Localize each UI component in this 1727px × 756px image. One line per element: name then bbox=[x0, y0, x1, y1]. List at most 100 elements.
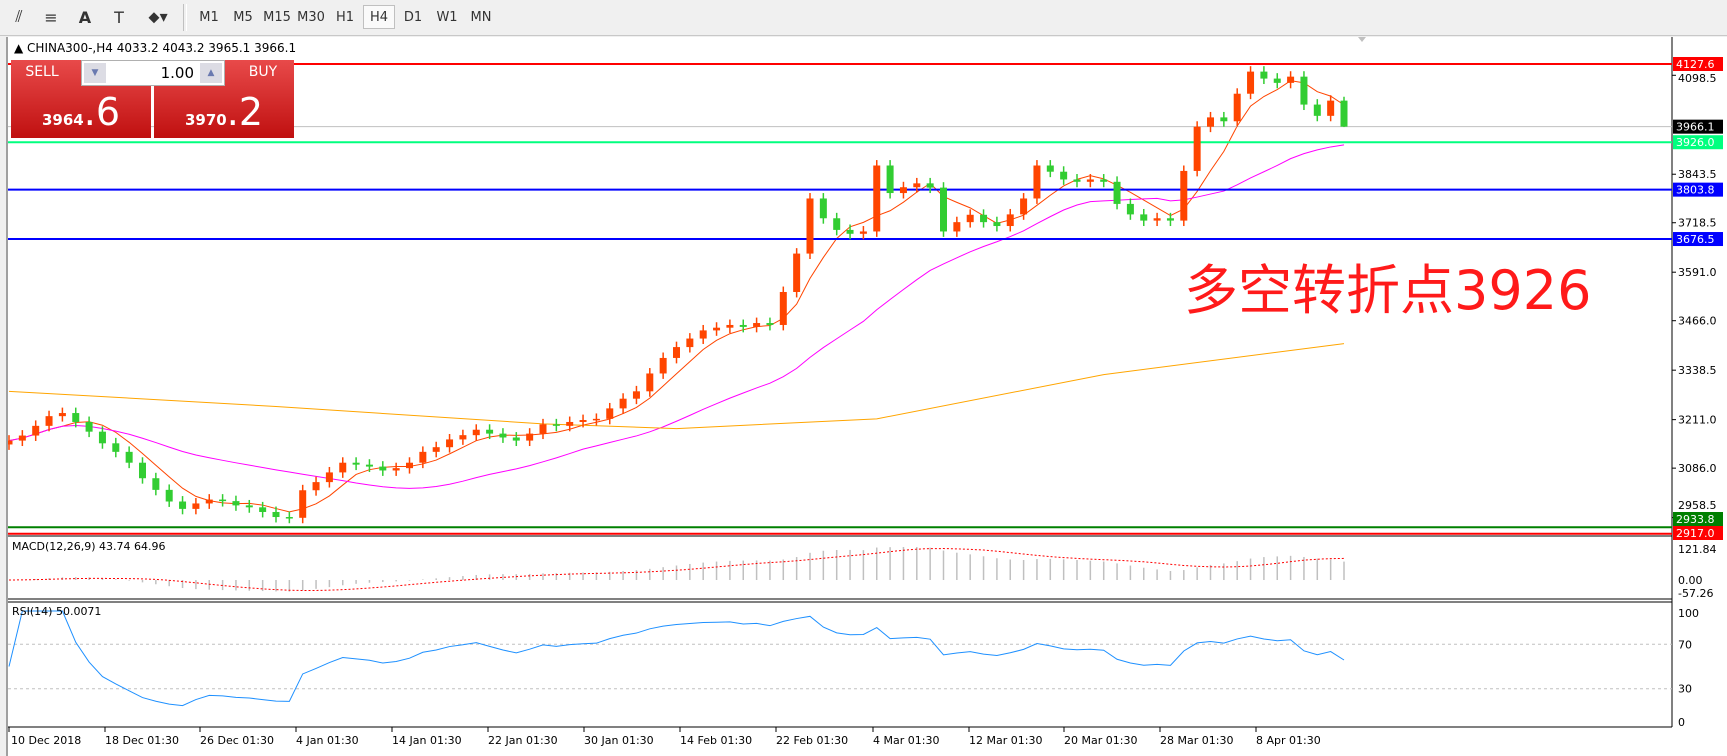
timeframe-m15-button[interactable]: M15 bbox=[263, 9, 291, 25]
candle bbox=[299, 484, 307, 524]
candle-body bbox=[1126, 203, 1134, 215]
timeframe-h1-button[interactable]: H1 bbox=[335, 9, 355, 25]
level-label-bg bbox=[1673, 182, 1723, 197]
candle bbox=[606, 402, 614, 425]
candle bbox=[993, 216, 1001, 232]
candle bbox=[592, 413, 600, 426]
candle-body bbox=[325, 472, 333, 483]
candle bbox=[139, 457, 146, 484]
candle-body bbox=[1166, 218, 1174, 221]
candle-body bbox=[472, 429, 480, 436]
x-tick-label: 14 Feb 01:30 bbox=[680, 734, 752, 747]
candle-body bbox=[1193, 126, 1201, 171]
candle bbox=[1273, 73, 1281, 89]
candle-body bbox=[245, 505, 253, 508]
candle-body bbox=[726, 324, 734, 328]
medium-ma-line bbox=[8, 144, 1345, 489]
candle bbox=[1073, 174, 1081, 188]
candle bbox=[779, 286, 787, 331]
lot-value[interactable]: 1.00 bbox=[160, 64, 194, 82]
candle bbox=[1180, 165, 1188, 227]
candle bbox=[165, 484, 173, 507]
chart-window[interactable]: 4127.6 4098.5 3966.1 3926.0 3843.5 3803.8 3718… bbox=[6, 37, 1727, 756]
candle bbox=[58, 407, 66, 422]
candle-body bbox=[446, 439, 454, 448]
candle-body bbox=[8, 440, 13, 445]
y-tick-label: 3466.0 bbox=[1678, 315, 1717, 328]
candle-body bbox=[1273, 78, 1281, 83]
candle-body bbox=[966, 214, 974, 223]
candle-body bbox=[1046, 165, 1054, 172]
timeframe-m1-button[interactable]: M1 bbox=[199, 9, 219, 25]
timeframe-mn-button[interactable]: MN bbox=[470, 9, 492, 25]
lot-size-input[interactable]: ▼ 1.00 ▲ bbox=[81, 60, 225, 86]
x-tick-label: 18 Dec 01:30 bbox=[105, 734, 179, 747]
candle bbox=[1126, 198, 1134, 220]
text-icon[interactable]: A bbox=[78, 7, 92, 27]
fast-ma-line bbox=[8, 80, 1345, 513]
candle bbox=[646, 368, 654, 397]
lot-increase-icon[interactable]: ▲ bbox=[200, 63, 222, 83]
candle-body bbox=[1247, 71, 1255, 94]
candle bbox=[512, 432, 520, 447]
timeframe-d1-button[interactable]: D1 bbox=[403, 9, 423, 25]
candle-body bbox=[459, 435, 467, 440]
candle bbox=[152, 472, 160, 496]
timeframe-m5-button[interactable]: M5 bbox=[233, 9, 253, 25]
candle-body bbox=[1207, 117, 1214, 127]
candle bbox=[432, 441, 440, 458]
candle bbox=[365, 459, 373, 473]
timeframe-w1-button[interactable]: W1 bbox=[436, 9, 458, 25]
candle bbox=[526, 428, 534, 447]
arrows-icon[interactable]: ⬥▾ bbox=[148, 7, 168, 26]
rsi-label: RSI(14) 50.0071 bbox=[12, 605, 102, 618]
candle bbox=[793, 248, 801, 298]
timeframe-m30-button[interactable]: M30 bbox=[297, 9, 325, 25]
candle-body bbox=[112, 443, 120, 452]
candle-body bbox=[152, 478, 160, 490]
candle-body bbox=[259, 507, 267, 512]
collapse-triangle-icon[interactable]: ▲ bbox=[14, 41, 28, 55]
level-label: 2933.8 bbox=[1676, 513, 1715, 526]
y-tick-label: 4098.5 bbox=[1678, 72, 1717, 85]
candle-body bbox=[779, 291, 787, 325]
text-label-icon[interactable]: T bbox=[114, 7, 124, 27]
level-label-bg bbox=[1673, 232, 1723, 247]
timeframe-h4-button[interactable]: H4 bbox=[363, 5, 395, 29]
candle-body bbox=[1260, 71, 1268, 79]
candle bbox=[619, 393, 627, 414]
candle-body bbox=[993, 222, 1001, 227]
x-tick-label: 20 Mar 01:30 bbox=[1064, 734, 1137, 747]
candle bbox=[1207, 111, 1214, 133]
candle-body bbox=[499, 433, 507, 438]
candle-body bbox=[980, 214, 988, 223]
candle bbox=[446, 433, 454, 453]
candle-body bbox=[713, 327, 721, 331]
candle bbox=[966, 209, 974, 228]
candle-body bbox=[686, 338, 694, 348]
equidistant-channel-icon[interactable]: ⫽ bbox=[15, 7, 23, 26]
candle-body bbox=[819, 198, 827, 219]
candle-body bbox=[1313, 104, 1321, 116]
sell-price-pips: .6 bbox=[83, 90, 120, 134]
chart-annotation[interactable]: 多空转折点3926 bbox=[1184, 259, 1592, 322]
toolbar: ⫽ ≡ A T ⬥▾ M1 M5 M15 M30 H1 H4 D1 W1 MN bbox=[0, 0, 1727, 36]
candle bbox=[1140, 208, 1148, 227]
level-label-bg bbox=[1673, 526, 1723, 540]
candle bbox=[539, 418, 547, 440]
y-tick-label: 3843.5 bbox=[1678, 168, 1717, 181]
candle-body bbox=[753, 323, 761, 327]
candle-body bbox=[379, 466, 387, 471]
candle bbox=[205, 494, 213, 509]
candle-body bbox=[632, 391, 640, 399]
rsi-tick-label: 70 bbox=[1678, 638, 1692, 651]
candle bbox=[499, 428, 507, 443]
lot-decrease-icon[interactable]: ▼ bbox=[84, 63, 106, 83]
slow-ma-line bbox=[8, 343, 1345, 430]
fibonacci-icon[interactable]: ≡ bbox=[44, 7, 58, 27]
candle-body bbox=[352, 462, 360, 465]
y-tick-label: 3591.0 bbox=[1678, 266, 1717, 279]
candle-body bbox=[365, 464, 373, 467]
candle-body bbox=[1086, 179, 1094, 182]
